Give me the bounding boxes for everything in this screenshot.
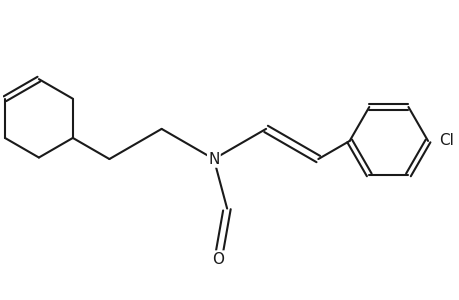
Text: N: N <box>208 152 219 166</box>
Text: O: O <box>212 251 224 266</box>
Text: Cl: Cl <box>438 134 453 148</box>
